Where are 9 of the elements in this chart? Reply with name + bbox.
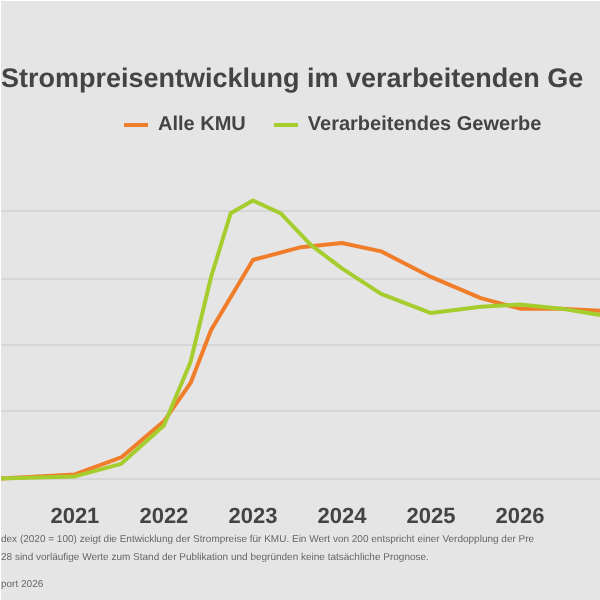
x-tick-label: 2026 (495, 505, 545, 529)
legend-label: Alle KMU (158, 113, 246, 135)
x-tick-label: 2024 (317, 505, 369, 529)
x-tick-label: 2022 (139, 505, 189, 529)
chart-title: Strompreisentwicklung im verarbeitenden Ge (1, 63, 585, 93)
x-tick-label: 2023 (228, 505, 278, 529)
x-tick-label: 2025 (406, 505, 456, 529)
legend-label: Verarbeitendes Gewerbe (307, 113, 542, 135)
x-tick-label: 2021 (50, 505, 100, 529)
